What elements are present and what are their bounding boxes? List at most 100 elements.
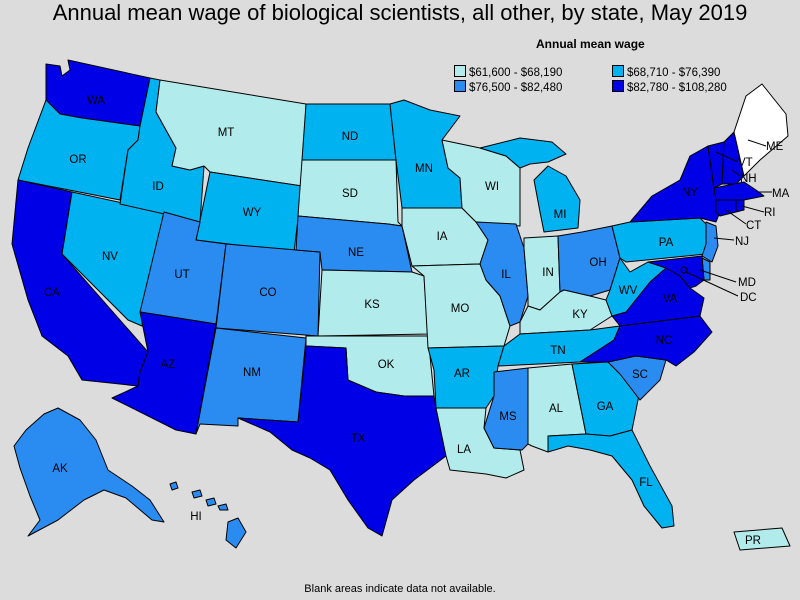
label-hi: HI [190, 511, 202, 523]
label-sc: SC [632, 369, 648, 381]
state-nh[interactable] [721, 131, 745, 185]
label-ak: AK [52, 463, 68, 475]
legend-label-3: $76,500 - $82,480 [469, 82, 563, 94]
label-nh: NH [740, 173, 757, 185]
label-ms: MS [499, 411, 517, 423]
map-title: Annual mean wage of biological scientist… [52, 0, 748, 25]
state-fl[interactable] [547, 429, 675, 529]
legend-swatch-2 [612, 65, 624, 77]
legend: Annual mean wage $61,600 - $68,190 $68,7… [452, 37, 782, 97]
legend-item-3: $76,500 - $82,480 [454, 80, 562, 94]
label-ri: RI [764, 207, 776, 219]
label-sd: SD [342, 188, 358, 200]
label-nd: ND [342, 131, 359, 143]
state-dc[interactable] [680, 266, 688, 274]
state-wv[interactable] [605, 257, 667, 317]
label-ok: OK [378, 359, 395, 371]
label-pr: PR [745, 535, 761, 547]
label-pa: PA [659, 237, 674, 249]
label-mt: MT [218, 127, 235, 139]
label-wa: WA [87, 95, 105, 107]
callout-line-nh [731, 169, 741, 177]
state-md[interactable] [647, 255, 705, 289]
state-mi[interactable] [479, 137, 581, 233]
legend-swatch-1 [454, 65, 466, 77]
label-tn: TN [550, 345, 565, 357]
label-ky: KY [572, 309, 588, 321]
state-nc[interactable] [579, 315, 713, 367]
state-ct[interactable] [715, 199, 737, 217]
label-ut: UT [174, 269, 189, 281]
label-ar: AR [454, 368, 470, 380]
label-az: AZ [161, 359, 176, 371]
label-mn: MN [415, 163, 433, 175]
label-ca: CA [44, 287, 60, 299]
state-nm[interactable] [195, 327, 307, 435]
state-ny[interactable] [629, 145, 721, 223]
label-ct: CT [746, 220, 761, 232]
label-il: IL [501, 269, 511, 281]
label-md: MD [738, 277, 756, 289]
state-me[interactable] [733, 83, 789, 177]
label-la: LA [457, 444, 471, 456]
state-tx[interactable] [237, 345, 447, 537]
legend-item-4: $82,780 - $108,280 [612, 80, 727, 94]
state-hi-2[interactable] [191, 489, 203, 499]
label-ma: MA [772, 188, 790, 200]
label-wi: WI [485, 181, 499, 193]
label-al: AL [549, 403, 564, 415]
label-nv: NV [102, 251, 118, 263]
state-hi-group [169, 481, 247, 549]
label-id: ID [152, 181, 164, 193]
label-wy: WY [243, 207, 262, 219]
label-nj: NJ [735, 236, 749, 248]
label-nc: NC [656, 335, 673, 347]
state-hi-3[interactable] [205, 497, 217, 507]
state-pr[interactable] [733, 527, 791, 551]
label-ny: NY [682, 187, 698, 199]
callout-line-vt [715, 151, 739, 163]
label-ga: GA [597, 401, 614, 413]
state-nj[interactable] [701, 221, 719, 263]
label-wv: WV [619, 285, 638, 297]
state-hi-4[interactable] [217, 503, 229, 511]
label-in: IN [542, 267, 554, 279]
label-co: CO [259, 287, 276, 299]
state-hi-1[interactable] [169, 481, 179, 491]
label-nm: NM [243, 367, 261, 379]
callout-line-nj [713, 237, 735, 241]
state-labels: WA OR CA NV ID MT WY UT AZ CO NM ND SD N… [44, 95, 790, 547]
label-fl: FL [639, 477, 653, 489]
legend-item-1: $61,600 - $68,190 [454, 65, 562, 79]
callout-line-me [747, 139, 767, 147]
legend-label-4: $82,780 - $108,280 [627, 82, 727, 94]
callout-line-md [699, 269, 737, 283]
state-ri[interactable] [735, 199, 745, 213]
legend-label-1: $61,600 - $68,190 [469, 67, 563, 79]
callout-line-ri [741, 205, 765, 213]
legend-item-2: $68,710 - $76,390 [612, 65, 720, 79]
label-ne: NE [348, 247, 364, 259]
legend-label-2: $68,710 - $76,390 [627, 67, 721, 79]
label-ks: KS [364, 299, 380, 311]
label-me: ME [766, 141, 784, 153]
state-la[interactable] [435, 407, 525, 479]
callout-line-dc [685, 271, 739, 297]
callout-line-ct [725, 209, 747, 225]
label-or: OR [69, 154, 86, 166]
label-dc: DC [740, 292, 757, 304]
label-tx: TX [351, 433, 366, 445]
state-hi-5[interactable] [225, 517, 247, 549]
footnote: Blank areas indicate data not available. [304, 583, 496, 595]
legend-swatch-4 [612, 80, 624, 92]
label-vt: VT [738, 157, 753, 169]
legend-title: Annual mean wage [536, 37, 645, 51]
label-va: VA [663, 293, 678, 305]
label-mi: MI [554, 209, 567, 221]
label-ia: IA [437, 231, 448, 243]
label-mo: MO [451, 303, 470, 315]
state-il[interactable] [475, 221, 529, 327]
state-ak[interactable] [13, 407, 165, 537]
legend-swatch-3 [454, 80, 466, 92]
